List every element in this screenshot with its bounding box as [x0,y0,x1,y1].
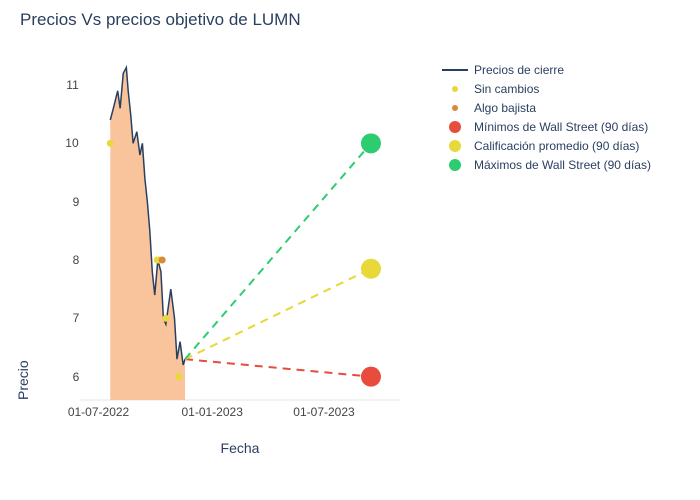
legend-item: Precios de cierre [440,60,651,79]
legend-item: Calificación promedio (90 días) [440,136,651,155]
y-axis-label: Precio [15,50,31,400]
projection-marker-avg [361,259,381,279]
y-tick: 11 [66,78,78,92]
legend-label: Mínimos de Wall Street (90 días) [474,120,648,134]
plot-area [80,50,400,400]
legend: Precios de cierre Sin cambios Algo bajista… [440,60,651,174]
marker-sin-cambios [175,373,182,380]
x-axis-label: Fecha [80,440,400,456]
y-tick: 7 [73,311,80,325]
legend-item: Algo bajista [440,98,651,117]
projection-marker-min [361,367,381,387]
y-tick: 8 [73,253,80,267]
legend-item: Sin cambios [440,79,651,98]
area-fill [110,68,185,401]
legend-swatch [440,101,470,115]
projection-marker-max [361,133,381,153]
legend-item: Máximos de Wall Street (90 días) [440,155,651,174]
y-tick: 6 [73,370,80,384]
legend-label: Máximos de Wall Street (90 días) [474,158,651,172]
legend-swatch [440,158,470,172]
x-tick: 01-07-2022 [68,405,129,419]
legend-label: Precios de cierre [474,63,564,77]
marker-algo-bajista [159,257,166,264]
legend-swatch [440,63,470,77]
y-tick: 9 [73,195,80,209]
y-tick: 10 [65,136,78,150]
chart-title: Precios Vs precios objetivo de LUMN [20,10,301,30]
marker-sin-cambios [107,140,114,147]
legend-label: Calificación promedio (90 días) [474,139,639,153]
x-tick: 01-01-2023 [181,405,242,419]
legend-label: Sin cambios [474,82,539,96]
legend-label: Algo bajista [474,101,536,115]
legend-swatch [440,139,470,153]
legend-swatch [440,120,470,134]
legend-item: Mínimos de Wall Street (90 días) [440,117,651,136]
legend-swatch [440,82,470,96]
projection-min [185,359,371,377]
projection-avg [185,269,371,359]
marker-sin-cambios [162,315,169,322]
projection-max [185,143,371,359]
x-tick: 01-07-2023 [293,405,354,419]
